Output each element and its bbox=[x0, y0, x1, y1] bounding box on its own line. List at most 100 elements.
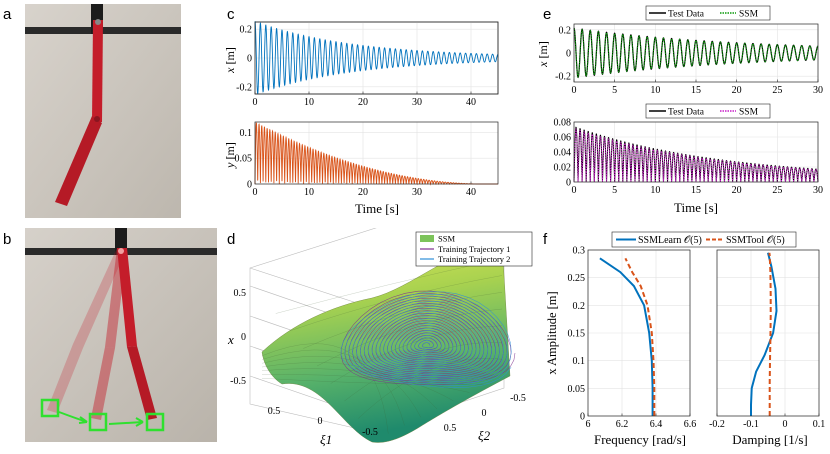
chart-e-top-ylabel: x [m] bbox=[536, 41, 550, 68]
chart-e: 0 5 10 15 20 25 30 -0.200.2 x [m] Test Data SS… bbox=[536, 5, 823, 215]
svg-text:-0.5: -0.5 bbox=[362, 427, 378, 438]
chart-e-bottom-axes: 0 5 10 15 20 25 30 00.020.040.060.08 Test Data… bbox=[554, 103, 823, 215]
chart-d-xi1-label: ξ1 bbox=[320, 432, 332, 447]
f-right-xtick-label: 0 bbox=[783, 419, 788, 430]
ssm-mesh-line bbox=[261, 362, 438, 410]
chart-e-top-legend: Test Data SSM bbox=[645, 5, 771, 21]
f-left-xtick-label: 6.4 bbox=[650, 419, 663, 430]
panel-label-e: e bbox=[543, 6, 552, 23]
e-bot-xtick-label: 5 bbox=[612, 185, 617, 196]
training-trajectory-2 bbox=[340, 291, 512, 388]
ssm-surface bbox=[261, 241, 511, 443]
ssm-mesh-line bbox=[261, 378, 486, 385]
svg-text:Test Data: Test Data bbox=[668, 10, 705, 20]
e-top-xtick-label: 30 bbox=[813, 85, 823, 96]
e-top-ytick-label: 0 bbox=[566, 49, 571, 60]
svg-text:0.5: 0.5 bbox=[234, 288, 247, 299]
e-bot-ytick-label: 0 bbox=[566, 178, 571, 189]
chart-f-right-axes: -0.2 -0.1 0 0.1 Damping [1/s] bbox=[709, 249, 826, 447]
chart-c-top-axes: 0 10 20 30 40 -0.200.2 x [m] bbox=[223, 21, 499, 108]
e-bot-xtick-label: 0 bbox=[572, 185, 577, 196]
e-top-xtick-label: 10 bbox=[650, 85, 660, 96]
f-right-xtick-label: 0.1 bbox=[813, 419, 826, 430]
chart-f-right-xlabel: Damping [1/s] bbox=[732, 432, 807, 447]
svg-text:0.5: 0.5 bbox=[444, 423, 457, 434]
ssm-mesh-line bbox=[261, 368, 454, 401]
panel-label-a: a bbox=[3, 6, 12, 23]
chart-c-xlabel: Time [s] bbox=[355, 201, 399, 216]
f-left-ytick-label: 0.1 bbox=[573, 356, 586, 367]
photo-pendulum-motion bbox=[25, 228, 217, 442]
e-bot-ytick-label: 0.08 bbox=[554, 118, 572, 129]
c-bot-xtick-label: 10 bbox=[304, 187, 314, 198]
f-left-ytick-label: 0 bbox=[580, 412, 585, 423]
chart-f-left-xlabel: Frequency [rad/s] bbox=[594, 432, 686, 447]
c-bot-xtick-label: 40 bbox=[466, 187, 476, 198]
f-left-ytick-label: 0.2 bbox=[573, 301, 586, 312]
c-bot-ytick-label: 0.1 bbox=[240, 128, 253, 139]
svg-text:-0.5: -0.5 bbox=[230, 376, 246, 387]
chart-d-legend: SSM Training Trajectory 1 Training Traje… bbox=[415, 231, 533, 267]
f-left-ytick-label: 0.25 bbox=[568, 273, 586, 284]
c-top-xtick-label: 0 bbox=[253, 97, 258, 108]
c-top-xtick-label: 20 bbox=[358, 97, 368, 108]
svg-text:-0.5: -0.5 bbox=[510, 393, 526, 404]
c-bot-ytick-label: 0.05 bbox=[235, 154, 253, 165]
c-bot-ytick-label: 0 bbox=[247, 180, 252, 191]
e-bot-ytick-label: 0.06 bbox=[554, 133, 572, 144]
svg-text:SSM: SSM bbox=[739, 108, 759, 118]
panel-label-f: f bbox=[543, 231, 548, 248]
e-top-xtick-label: 20 bbox=[732, 85, 742, 96]
e-top-xtick-label: 0 bbox=[572, 85, 577, 96]
e-top-ytick-label: -0.2 bbox=[555, 72, 571, 83]
svg-text:Training Trajectory 1: Training Trajectory 1 bbox=[438, 244, 510, 254]
e-bot-ytick-label: 0.04 bbox=[554, 148, 572, 159]
svg-text:SSMTool 𝒪(5): SSMTool 𝒪(5) bbox=[726, 235, 785, 246]
e-bot-xtick-label: 20 bbox=[732, 185, 742, 196]
c-top-xtick-label: 10 bbox=[304, 97, 314, 108]
c-bot-xtick-label: 30 bbox=[412, 187, 422, 198]
f-left-ytick-label: 0.3 bbox=[573, 246, 586, 257]
e-bot-xtick-label: 25 bbox=[772, 185, 782, 196]
chart-c-bottom-ylabel: y [m] bbox=[223, 142, 237, 169]
chart-f-legend: SSMLearn 𝒪(5) SSMTool 𝒪(5) bbox=[611, 231, 797, 248]
panel-label-b: b bbox=[3, 231, 12, 248]
chart-d-xi1ticks: 0.5 0 -0.5 bbox=[268, 406, 378, 438]
ssm-mesh-line bbox=[261, 374, 470, 393]
svg-text:0: 0 bbox=[482, 408, 487, 419]
chart-d-zticks: 0.5 0 -0.5 bbox=[230, 288, 246, 387]
chart-e-bottom-legend: Test Data SSM bbox=[645, 103, 771, 119]
c-top-ytick-label: -0.2 bbox=[236, 82, 252, 93]
svg-text:SSMLearn 𝒪(5): SSMLearn 𝒪(5) bbox=[638, 235, 702, 246]
c-top-ytick-label: 0 bbox=[247, 54, 252, 65]
e-top-xtick-label: 15 bbox=[691, 85, 701, 96]
chart-e-top-axes: 0 5 10 15 20 25 30 -0.200.2 x [m] Test Data SS… bbox=[536, 5, 823, 96]
chart-f: 6 6.2 6.4 6.6 0 0.05 0.1 0.15 0.2 0.25 0.3 x Ampl… bbox=[545, 231, 826, 448]
svg-text:Test Data: Test Data bbox=[668, 108, 705, 118]
chart-c: 0 10 20 30 40 -0.200.2 x [m] 0 10 20 30 40 00.05… bbox=[223, 21, 499, 216]
e-top-ytick-label: 0.2 bbox=[559, 25, 572, 36]
chart-d: 0.5 0 -0.5 x 0.5 0 -0.5 -0.5 0 0.5 ξ1 ξ2… bbox=[227, 228, 533, 447]
ssm-mesh-line bbox=[316, 308, 503, 367]
f-left-xtick-label: 6 bbox=[586, 419, 591, 430]
chart-d-xi2-label: ξ2 bbox=[478, 428, 491, 443]
svg-text:0: 0 bbox=[318, 416, 323, 427]
f-left-xtick-label: 6.2 bbox=[616, 419, 629, 430]
f-right-xtick-label: -0.2 bbox=[709, 419, 725, 430]
svg-text:0: 0 bbox=[241, 332, 246, 343]
svg-text:0.5: 0.5 bbox=[268, 406, 281, 417]
svg-text:Training Trajectory 2: Training Trajectory 2 bbox=[438, 254, 510, 264]
c-top-ytick-label: 0.2 bbox=[240, 25, 253, 36]
chart-c-bottom-axes: 0 10 20 30 40 0 0.05 0.1 y [m] Time [s] bbox=[223, 121, 499, 216]
chart-f-left-axes: 6 6.2 6.4 6.6 0 0.05 0.1 0.15 0.2 0.25 0.3 x Ampl… bbox=[545, 246, 696, 448]
f-left-ytick-label: 0.15 bbox=[568, 329, 586, 340]
photo-pendulum-static bbox=[25, 4, 181, 218]
e-bot-ytick-label: 0.02 bbox=[554, 163, 572, 174]
c-top-xtick-label: 40 bbox=[466, 97, 476, 108]
chart-f-ylabel: x Amplitude [m] bbox=[545, 291, 559, 374]
e-bot-xtick-label: 15 bbox=[691, 185, 701, 196]
e-bot-xtick-label: 30 bbox=[813, 185, 823, 196]
chart-c-top-ylabel: x [m] bbox=[223, 47, 237, 74]
svg-text:SSM: SSM bbox=[739, 10, 759, 20]
e-bot-xtick-label: 10 bbox=[650, 185, 660, 196]
